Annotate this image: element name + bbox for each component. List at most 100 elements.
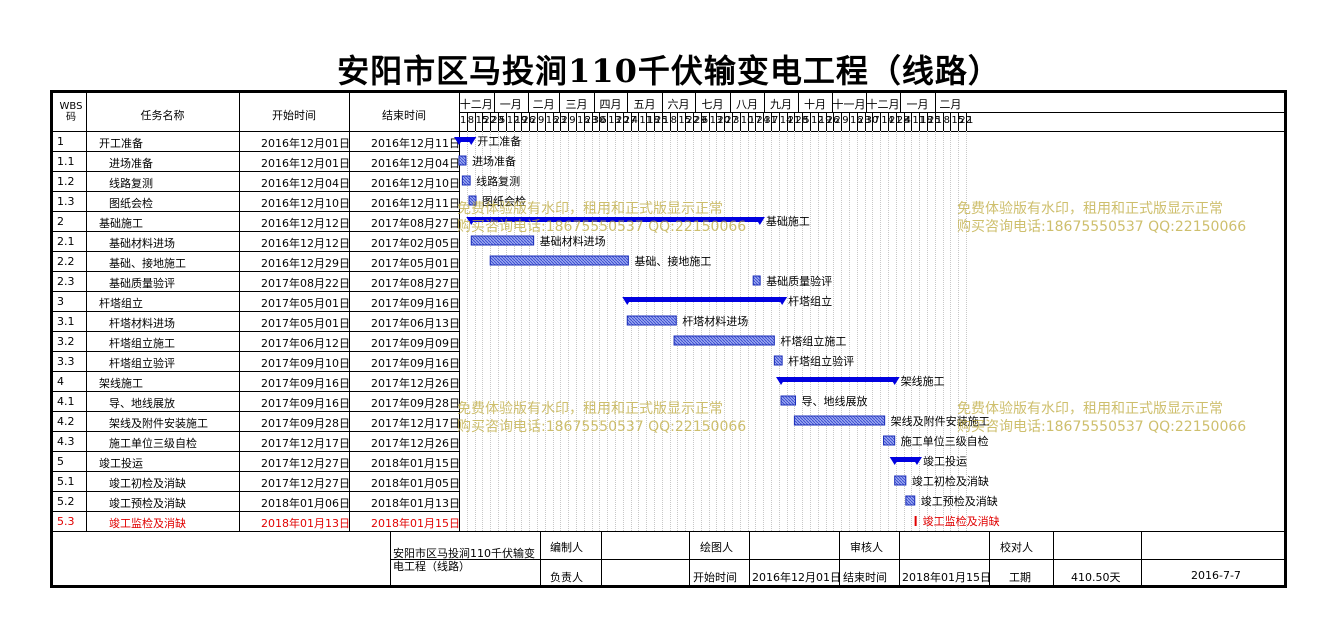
end-date-cell: 2017年09月16日 — [371, 357, 460, 370]
week-gridline — [919, 131, 921, 531]
task-bar — [752, 275, 761, 286]
task-bar — [883, 435, 896, 446]
week-gridline — [817, 131, 819, 531]
month-label: 十一月 — [832, 98, 866, 111]
summary-bar — [894, 457, 917, 462]
task-bar — [468, 195, 477, 206]
week-divider — [630, 112, 632, 131]
wbs-cell: 4.2 — [57, 415, 75, 428]
row-divider — [53, 331, 459, 332]
week-divider — [942, 112, 944, 131]
watermark-line1-d: 免费体验版有水印，租用和正式版显示正常 — [957, 401, 1223, 417]
week-gridline — [591, 131, 593, 531]
row-divider — [53, 311, 459, 312]
week-divider — [685, 112, 687, 131]
row-divider — [53, 411, 459, 412]
bar-label: 竣工初检及消缺 — [912, 474, 989, 488]
wbs-cell: 4.3 — [57, 435, 75, 448]
bar-label: 进场准备 — [472, 154, 516, 168]
week-divider — [755, 112, 757, 131]
end-header: 结束时间 — [382, 109, 426, 122]
week-divider — [661, 112, 663, 131]
month-label: 十二月 — [866, 98, 900, 111]
week-divider — [560, 112, 562, 131]
week-divider — [505, 112, 507, 131]
week-label: 15 — [678, 115, 692, 126]
week-gridline — [934, 131, 936, 531]
start-date-cell: 2016年12月04日 — [261, 177, 350, 190]
watermark-line2-d: 购买咨询电话:18675550537 QQ:22150066 — [957, 419, 1247, 435]
week-gridline — [708, 131, 710, 531]
end-date-cell: 2018年01月15日 — [371, 457, 460, 470]
month-label: 九月 — [770, 98, 793, 111]
start-date-cell: 2016年12月01日 — [261, 137, 350, 150]
end-date-cell: 2017年05月01日 — [371, 257, 460, 270]
wbs-cell: 3.2 — [57, 335, 75, 348]
summary-end-marker — [911, 457, 922, 465]
week-label: 4 — [631, 115, 638, 126]
week-gridline — [856, 131, 858, 531]
week-label: 29 — [491, 115, 504, 126]
watermark-line2-c: 购买咨询电话:18675550537 QQ:22150066 — [457, 419, 747, 435]
row-divider — [53, 491, 459, 492]
wbs-cell: 3.1 — [57, 315, 75, 328]
month-divider — [627, 93, 629, 112]
task-name-cell: 竣工初检及消缺 — [109, 477, 186, 490]
task-name-cell: 杆塔组立 — [99, 297, 143, 310]
task-name-cell: 杆塔材料进场 — [109, 317, 175, 330]
month-label: 三月 — [565, 98, 588, 111]
timescale-divider — [459, 112, 1284, 113]
week-gridline — [677, 131, 679, 531]
week-gridline — [552, 131, 554, 531]
task-bar — [773, 355, 783, 366]
bar-label: 竣工预检及消缺 — [921, 494, 998, 508]
week-label: 18 — [920, 115, 933, 126]
week-label: 15 — [951, 115, 965, 126]
wbs-header: WBS码 — [59, 101, 83, 123]
row-divider — [53, 351, 459, 352]
end-date-cell: 2018年01月13日 — [371, 497, 460, 510]
week-divider — [654, 112, 655, 131]
row-divider — [53, 431, 459, 432]
week-label: 1 — [460, 115, 467, 126]
week-label: 16 — [577, 115, 590, 126]
week-divider — [747, 112, 749, 131]
week-label: 1 — [662, 115, 670, 126]
week-label: 2 — [834, 115, 841, 126]
week-gridline — [560, 131, 562, 531]
week-divider — [966, 112, 967, 131]
week-gridline — [942, 131, 944, 531]
bar-label: 竣工监检及消缺 — [923, 514, 1000, 528]
week-gridline — [700, 131, 702, 531]
month-label: 二月 — [532, 98, 555, 111]
month-label: 十月 — [804, 98, 826, 111]
week-label: 27 — [623, 115, 637, 126]
end-date-cell: 2017年09月28日 — [371, 397, 460, 410]
task-name-cell: 架线施工 — [99, 377, 143, 390]
week-gridline — [693, 131, 694, 531]
week-gridline — [849, 131, 850, 531]
footer-divider — [601, 531, 602, 585]
week-gridline — [895, 131, 897, 531]
row-divider — [53, 231, 459, 232]
footer-divider — [749, 531, 750, 585]
month-label: 一月 — [499, 98, 522, 111]
week-gridline — [513, 131, 515, 531]
week-label: 30 — [865, 115, 879, 126]
week-divider — [583, 112, 585, 131]
footer-divider — [390, 531, 391, 585]
bar-label: 杆塔组立 — [788, 294, 832, 308]
week-gridline — [568, 131, 570, 531]
week-gridline — [732, 131, 733, 531]
week-gridline — [646, 131, 648, 531]
start-header: 开始时间 — [272, 109, 316, 122]
month-divider — [695, 93, 697, 112]
footer-divider — [1053, 531, 1054, 585]
bar-label: 杆塔组立验评 — [788, 354, 854, 368]
week-divider — [763, 112, 765, 131]
bar-label: 杆塔组立施工 — [780, 334, 846, 348]
wbs-cell: 2.2 — [57, 255, 75, 268]
wbs-cell: 4.1 — [57, 395, 75, 408]
week-divider — [849, 112, 850, 131]
summary-end-marker — [777, 297, 788, 305]
